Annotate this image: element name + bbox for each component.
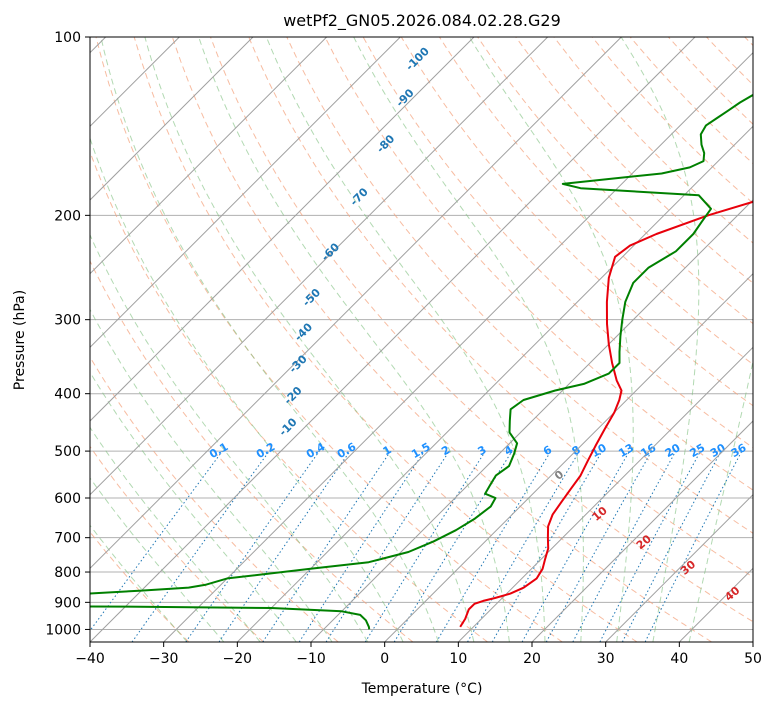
- mixing-ratio-line: [218, 450, 351, 642]
- x-axis-ticks: −40 −30 −20 −10 0 10 20 30 40 50: [75, 642, 762, 667]
- isotherm-line: [236, 125, 753, 642]
- x-tick-label: 0: [380, 651, 389, 667]
- dry-adiabat: [515, 37, 753, 284]
- mixing-ratio-line: [131, 450, 270, 642]
- dry-adiabat: [171, 37, 712, 642]
- mixing-ratio-line: [521, 450, 630, 642]
- y-tick-label: 400: [54, 387, 81, 403]
- moist-adiabat: [265, 37, 546, 642]
- y-tick-label: 300: [54, 313, 81, 329]
- dry-adiabat: [248, 37, 753, 578]
- x-tick-label: −30: [149, 651, 179, 667]
- moist-adiabat: [90, 524, 188, 642]
- x-tick-label: 20: [523, 651, 541, 667]
- dewpoint-profile-line: [90, 93, 753, 630]
- dry-adiabat: [133, 37, 638, 642]
- moist-adiabat: [90, 426, 261, 642]
- x-tick-label: 10: [449, 651, 467, 667]
- isobar-grid: [90, 37, 753, 630]
- isotherm-line: [457, 346, 753, 642]
- moist-adiabat: [90, 371, 297, 642]
- mixing-ratio-line: [262, 450, 392, 642]
- isotherm-line: [90, 37, 549, 496]
- y-tick-label: 500: [54, 444, 81, 460]
- x-tick-label: 50: [744, 651, 762, 667]
- moist-adiabat: [688, 358, 753, 642]
- mixing-ratio-line: [325, 450, 450, 642]
- moist-adiabat: [90, 233, 369, 642]
- y-tick-label: 200: [54, 208, 81, 224]
- isotherm-line: [531, 420, 753, 642]
- skewed-isotherms: [90, 37, 753, 642]
- y-tick-label: 100: [54, 30, 81, 46]
- x-tick-label: −40: [75, 651, 105, 667]
- x-tick-label: 30: [597, 651, 615, 667]
- profile-series: [90, 93, 753, 630]
- moist-adiabat: [144, 37, 475, 642]
- moist-adiabat: [90, 308, 333, 642]
- isotherm-line: [310, 199, 753, 642]
- isotherm-line: [384, 272, 753, 642]
- isotherm-line: [90, 37, 401, 349]
- x-tick-label: −10: [296, 651, 326, 667]
- plot-frame: [89, 36, 754, 643]
- y-axis-label: Pressure (hPa): [12, 290, 28, 390]
- x-tick-label: −20: [223, 651, 253, 667]
- isotherm-line: [90, 37, 622, 570]
- dry-adiabat: [286, 37, 753, 534]
- dry-adiabat: [324, 37, 753, 491]
- y-tick-label: 600: [54, 491, 81, 507]
- plot-area: 0.10.20.40.611.52346810131620253036 -100…: [90, 37, 753, 642]
- mixing-ratio-line: [545, 450, 653, 642]
- isotherm-line: [90, 37, 254, 201]
- x-tick-label: 40: [670, 651, 688, 667]
- y-axis-ticks: 100 200 300 400 500 600 700 800 900 1000: [45, 30, 90, 638]
- dry-adiabat: [90, 445, 264, 642]
- dry-adiabat: [90, 259, 414, 642]
- dry-adiabat: [210, 37, 753, 623]
- isotherm-line: [90, 37, 696, 642]
- moist-adiabat: [620, 37, 700, 642]
- moist-adiabat: [100, 37, 439, 642]
- isotherm-line: [605, 493, 753, 642]
- y-tick-label: 700: [54, 531, 81, 547]
- chart-title: wetPf2_GN05.2026.084.02.28.G29: [283, 11, 561, 31]
- dry-adiabat: [95, 37, 563, 642]
- isotherm-line: [90, 37, 328, 275]
- isotherm-line: [163, 51, 753, 642]
- isotherm-line: [90, 37, 475, 422]
- y-tick-label: 1000: [45, 622, 81, 638]
- mixing-ratio-line: [185, 450, 320, 642]
- y-tick-label: 800: [54, 565, 81, 581]
- mixing-ratio-line: [572, 450, 677, 642]
- x-axis-label: Temperature (°C): [361, 681, 483, 697]
- y-tick-label: 900: [54, 595, 81, 611]
- temperature-profile-line: [459, 200, 753, 628]
- moist-adiabat: [198, 37, 510, 642]
- dry-adiabats: [90, 37, 753, 642]
- dry-adiabat: [90, 356, 339, 642]
- mixing-ratio-line: [90, 450, 223, 632]
- mixing-ratio-line: [644, 450, 743, 642]
